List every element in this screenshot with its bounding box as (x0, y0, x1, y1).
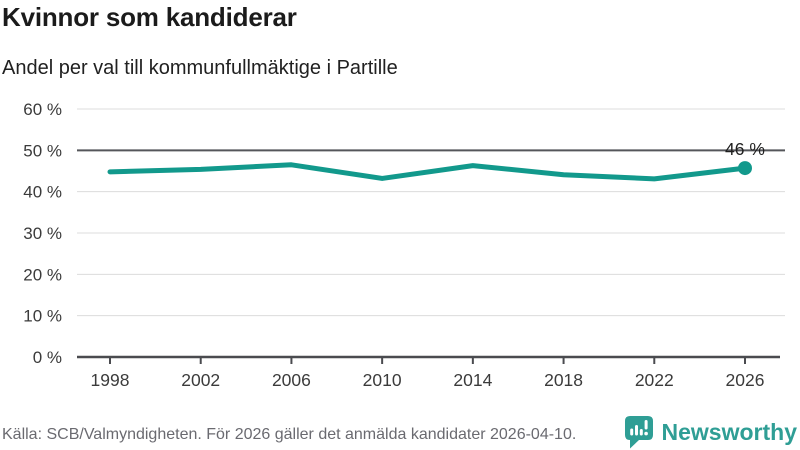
y-tick-label: 60 % (23, 100, 62, 119)
x-tick-label: 2022 (635, 370, 674, 390)
x-tick-label: 2002 (181, 370, 220, 390)
newsworthy-logo[interactable]: Newsworthy (624, 416, 797, 449)
y-tick-label: 20 % (23, 265, 62, 284)
x-tick-label: 2010 (363, 370, 402, 390)
newsworthy-wordmark: Newsworthy (661, 419, 797, 445)
y-tick-label: 50 % (23, 141, 62, 160)
y-tick-label: 10 % (23, 307, 62, 326)
end-point-label: 46 % (725, 139, 765, 159)
trend-line (107, 162, 748, 182)
y-tick-label: 40 % (23, 183, 62, 202)
y-tick-label: 0 % (33, 348, 62, 367)
x-tick-label: 2018 (544, 370, 583, 390)
newsworthy-speech-bubble-chart-icon (624, 416, 653, 449)
x-tick-label: 2006 (272, 370, 311, 390)
y-tick-label: 30 % (23, 224, 62, 243)
x-tick-label: 2026 (726, 370, 765, 390)
chart-title: Kvinnor som kandiderar (2, 2, 297, 32)
source-note: Källa: SCB/Valmyndigheten. För 2026 gäll… (2, 426, 577, 443)
x-tick-label: 1998 (91, 370, 130, 390)
end-point-dot (737, 161, 752, 176)
x-tick-label: 2014 (453, 370, 492, 390)
chart-subtitle: Andel per val till kommunfullmäktige i P… (2, 57, 398, 79)
